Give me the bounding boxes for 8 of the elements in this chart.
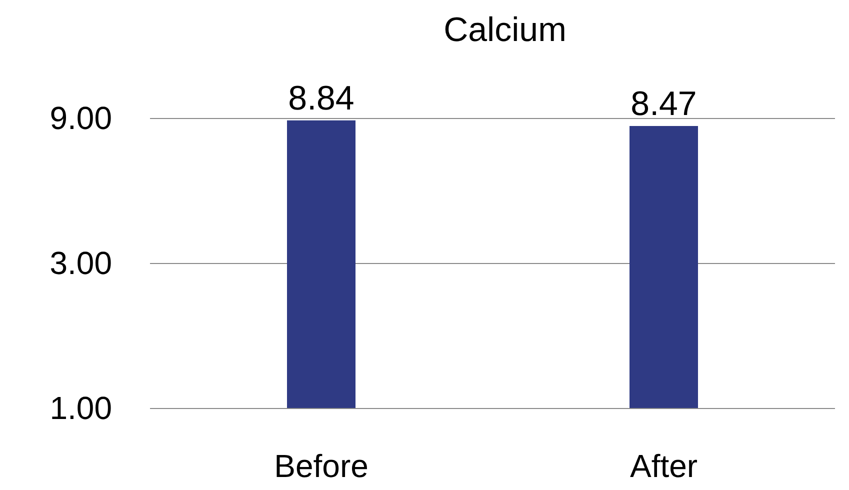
chart-title: Calcium <box>444 11 566 49</box>
data-label: 8.84 <box>288 79 354 118</box>
x-tick-label: After <box>630 448 698 484</box>
y-tick-label: 1.00 <box>50 390 112 426</box>
x-tick-label: Before <box>274 448 368 484</box>
data-label: 8.47 <box>630 85 697 124</box>
y-tick-label: 3.00 <box>50 245 112 281</box>
y-tick-label: 9.00 <box>50 100 112 136</box>
